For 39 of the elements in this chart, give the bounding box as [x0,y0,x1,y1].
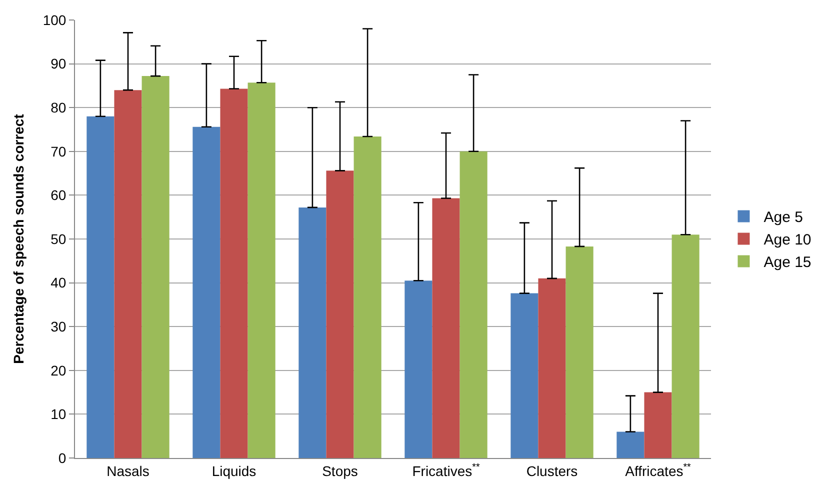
y-tick-label: 60 [50,187,66,204]
bar [142,76,170,458]
bar [354,136,382,458]
y-tick-label: 80 [50,100,66,116]
y-tick-label: 10 [50,406,66,422]
bar [114,90,142,458]
y-tick-label: 0 [58,450,66,466]
legend-label: Age 10 [764,232,812,249]
bar [672,234,700,458]
x-tick-label: Liquids [212,462,256,479]
bar [644,392,672,458]
bar [404,280,432,458]
legend-label: Age 15 [764,254,812,272]
bar [432,198,460,458]
bar [192,126,220,458]
y-tick-label: 90 [50,56,66,72]
bar [248,82,276,458]
bar [510,293,538,458]
bar [86,116,114,458]
bar [220,88,248,458]
y-axis-title: Percentage of speech sounds correct [10,114,26,364]
y-tick-label: 50 [50,230,66,247]
y-tick-label: 20 [50,362,66,378]
x-tick-label: Stops [322,462,358,479]
y-tick-label: 30 [50,318,66,334]
bar [566,246,594,458]
legend-label: Age 5 [764,209,803,226]
bar [298,207,326,458]
bar [326,170,354,458]
bar [538,278,566,458]
y-tick-label: 100 [42,12,66,28]
x-tick-label: Affricates$^{**}$ [625,462,692,479]
y-tick-label: 70 [50,143,66,160]
x-tick-label: Clusters [526,462,578,479]
bar [616,432,644,458]
bar [460,151,488,458]
x-tick-label: Nasals [106,462,150,479]
x-tick-label: Fricatives$^{**}$ [412,462,480,479]
y-tick-label: 40 [50,274,66,291]
